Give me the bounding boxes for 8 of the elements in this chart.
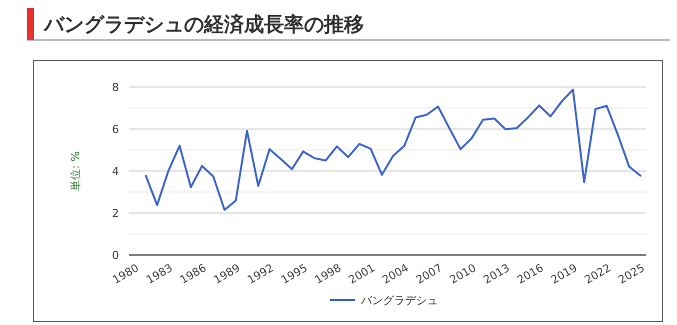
y-tick-label: 2 [112, 207, 119, 220]
y-axis-title: 単位: % [69, 151, 82, 191]
y-tick-label: 6 [112, 123, 119, 136]
y-tick-label: 0 [112, 249, 119, 262]
y-tick-label: 8 [112, 81, 119, 94]
y-tick-label: 4 [112, 165, 119, 178]
chart-title: バングラデシュの経済成長率の推移 [43, 12, 364, 36]
legend-label: バングラデシュ [360, 294, 438, 307]
